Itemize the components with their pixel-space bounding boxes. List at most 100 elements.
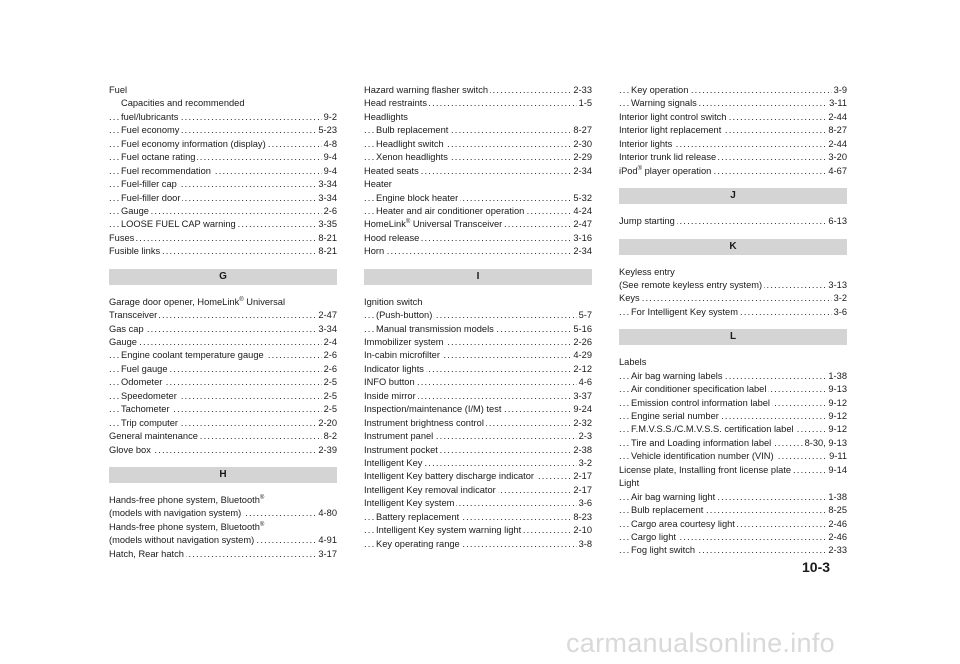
index-entry: Heater and air conditioner operation....… xyxy=(364,204,592,219)
entry-page-ref: 2-30 xyxy=(571,137,592,152)
index-entry: Interior lights.........................… xyxy=(619,137,847,152)
index-entry: Engine block heater.....................… xyxy=(364,191,592,205)
index-entry: Xenon headlights........................… xyxy=(364,151,592,165)
index-entry: Hatch, Rear hatch.......................… xyxy=(109,547,337,562)
index-entry: Horn....................................… xyxy=(364,245,592,259)
entry-page-ref: 1-5 xyxy=(576,97,592,111)
index-entry: Heater xyxy=(364,178,592,191)
index-entry: Air bag warning labels..................… xyxy=(619,369,847,384)
index-entry: Fuel xyxy=(109,84,337,97)
entry-page-ref: 2-44 xyxy=(826,110,847,125)
leader-dots: ........................................… xyxy=(364,511,592,522)
leader-dots: ........................................… xyxy=(619,370,847,381)
entry-page-ref: 1-38 xyxy=(826,369,847,384)
entry-label: Interior light replacement xyxy=(619,125,724,136)
leader-dots: ........................................… xyxy=(364,310,592,321)
leader-dots: ........................................… xyxy=(109,111,337,122)
entry-page-ref: 9-4 xyxy=(321,164,337,179)
leader-dots: ........................................… xyxy=(109,152,337,163)
entry-label: Transceiver xyxy=(109,310,160,321)
leader-dots: ........................................… xyxy=(364,152,592,163)
entry-label: Hood release xyxy=(364,232,422,243)
entry-label: Instrument panel xyxy=(364,431,436,442)
entry-label: Fuel economy information (display) xyxy=(121,138,268,149)
index-entry: fuel/lubricants.........................… xyxy=(109,110,337,125)
leader-dots: ........................................… xyxy=(364,363,592,374)
entry-page-ref: 2-46 xyxy=(826,517,847,531)
index-entry: Ignition switch xyxy=(364,296,592,309)
entry-page-ref: 4-8 xyxy=(321,137,337,152)
entry-page-ref: 9-24 xyxy=(571,403,592,417)
entry-page-ref: 3-34 xyxy=(316,178,337,192)
entry-label: Hands-free phone system, Bluetooth® xyxy=(109,494,267,505)
entry-page-ref: 2-5 xyxy=(321,403,337,417)
entry-label: Keyless entry xyxy=(619,266,677,277)
index-entry: Gauge...................................… xyxy=(109,336,337,350)
index-entry: Key operation...........................… xyxy=(619,84,847,98)
index-entry: For Intelligent Key system..............… xyxy=(619,305,847,320)
entry-page-ref: 3-2 xyxy=(831,292,847,306)
entry-page-ref: 9-2 xyxy=(321,110,337,125)
section-letter-k: K xyxy=(619,238,847,255)
leader-dots: ........................................… xyxy=(109,444,337,455)
entry-page-ref: 2-39 xyxy=(316,443,337,457)
leader-dots: ........................................… xyxy=(109,192,337,203)
entry-page-ref: 3-34 xyxy=(316,191,337,205)
entry-label: Tire and Loading information label xyxy=(631,437,774,448)
entry-label: Labels xyxy=(619,357,649,368)
entry-label: Air bag warning light xyxy=(631,491,718,502)
entry-label: Bulb replacement xyxy=(376,125,451,136)
leader-dots: ........................................… xyxy=(109,310,337,321)
entry-page-ref: 9-4 xyxy=(321,151,337,165)
entry-page-ref: 2-44 xyxy=(826,137,847,152)
entry-label: Cargo light xyxy=(631,531,678,542)
entry-label: Jump starting xyxy=(619,216,677,227)
entry-label: Bulb replacement xyxy=(631,505,706,516)
entry-page-ref: 2-34 xyxy=(571,245,592,259)
leader-dots: ........................................… xyxy=(109,390,337,401)
index-entry: Engine serial number....................… xyxy=(619,410,847,424)
leader-dots: ........................................… xyxy=(619,531,847,542)
entry-page-ref: 4-80 xyxy=(316,507,337,521)
entry-label: Key operating range xyxy=(376,538,462,549)
index-entry: Interior trunk lid release..............… xyxy=(619,151,847,165)
entry-label: Speedometer xyxy=(121,390,179,401)
entry-page-ref: 3-35 xyxy=(316,218,337,232)
index-entry: Fuel octane rating......................… xyxy=(109,151,337,165)
leader-dots: ........................................… xyxy=(619,125,847,136)
leader-dots: ........................................… xyxy=(364,192,592,203)
entry-label: Air conditioner specification label xyxy=(631,384,769,395)
entry-page-ref: 8-2 xyxy=(321,430,337,444)
leader-dots: ........................................… xyxy=(619,165,847,176)
entry-label: Ignition switch xyxy=(364,296,425,307)
index-entry: Head restraints.........................… xyxy=(364,97,592,111)
index-entry: Gas cap.................................… xyxy=(109,322,337,336)
entry-page-ref: 6-13 xyxy=(826,215,847,229)
entry-label: Hands-free phone system, Bluetooth® xyxy=(109,521,267,532)
entry-label: Xenon headlights xyxy=(376,152,450,163)
entry-label: HomeLink® Universal Transceiver xyxy=(364,219,505,230)
index-entry: Intelligent Key battery discharge indica… xyxy=(364,470,592,484)
section-letter-g: G xyxy=(109,268,337,285)
leader-dots: ........................................… xyxy=(364,377,592,388)
leader-dots: ........................................… xyxy=(109,232,337,243)
entry-label: Engine coolant temperature gauge xyxy=(121,350,266,361)
leader-dots: ........................................… xyxy=(109,323,337,334)
watermark-text: carmanualsonline.info xyxy=(566,628,835,658)
entry-label: Fuel recommendation xyxy=(121,165,213,176)
leader-dots: ........................................… xyxy=(109,548,337,559)
index-entry: Fuel economy............................… xyxy=(109,124,337,138)
entry-page-ref: 2-6 xyxy=(321,204,337,219)
index-entry: Cargo light.............................… xyxy=(619,530,847,545)
entry-page-ref: 2-38 xyxy=(571,443,592,457)
entry-page-ref: 2-46 xyxy=(826,530,847,545)
leader-dots: ........................................… xyxy=(619,138,847,149)
leader-dots: ........................................… xyxy=(109,377,337,388)
index-entry: Trip computer...........................… xyxy=(109,416,337,431)
entry-page-ref: 1-38 xyxy=(826,490,847,505)
index-entry: Bulb replacement........................… xyxy=(619,504,847,518)
entry-page-ref: 2-5 xyxy=(321,376,337,390)
entry-page-ref: 2-17 xyxy=(571,483,592,498)
entry-label: fuel/lubricants xyxy=(121,111,181,122)
index-entry: Fog light switch........................… xyxy=(619,544,847,558)
